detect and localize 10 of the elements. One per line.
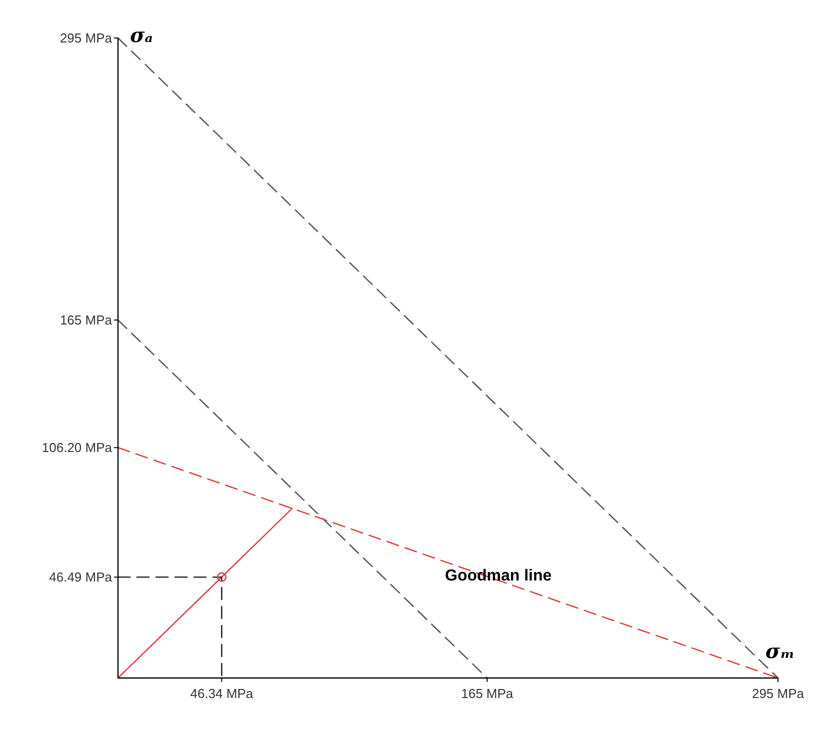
y-tick-label: 106.20 MPa [42,440,113,456]
y-axis-title: σₐ [130,23,153,47]
x-tick-label: 295 MPa [752,686,805,701]
x-tick-label: 165 MPa [461,686,514,701]
y-tick-label: 46.49 MPa [49,570,113,585]
y-tick-label: 295 MPa [60,30,113,46]
x-tick-label: 46.34 MPa [190,686,254,701]
y-tick-label: 165 MPa [60,312,113,328]
annotation: Goodman line [445,567,552,584]
x-axis-title: σₘ [765,639,795,663]
